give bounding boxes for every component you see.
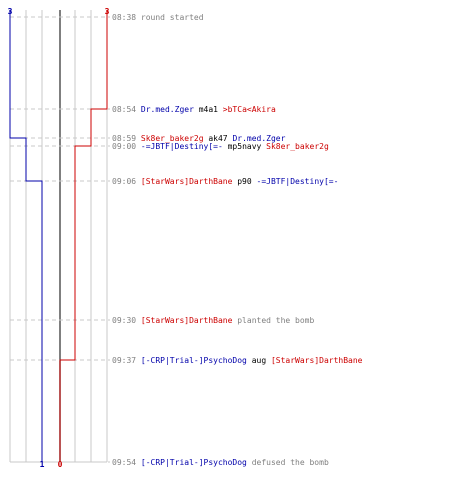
event-time: 08:59 xyxy=(112,134,141,143)
event-action: round started xyxy=(141,13,204,22)
event-weapon: aug xyxy=(247,356,271,365)
event-ct-player: Dr.med.Zger xyxy=(141,105,194,114)
event-row: 08:54 Dr.med.Zger m4a1 >bTCa<Akira xyxy=(112,105,276,114)
event-time: 09:06 xyxy=(112,177,141,186)
event-weapon: mp5navy xyxy=(223,142,266,151)
event-row: 08:59 Sk8er_baker2g ak47 Dr.med.Zger xyxy=(112,134,286,143)
event-time: 09:30 xyxy=(112,316,141,325)
event-t-player: >bTCa<Akira xyxy=(223,105,276,114)
ct-end-count: 1 xyxy=(40,460,45,469)
event-time: 09:54 xyxy=(112,458,141,467)
event-t-player: [StarWars]DarthBane xyxy=(141,177,233,186)
t-alive-line xyxy=(59,10,108,462)
event-row: 09:06 [StarWars]DarthBane p90 -=JBTF|Des… xyxy=(112,177,338,186)
ct-alive-line xyxy=(9,10,43,462)
event-action: planted the bomb xyxy=(232,316,314,325)
event-ct-player: [-CRP|Trial-]PsychoDog xyxy=(141,458,247,467)
t-end-count: 0 xyxy=(58,460,63,469)
event-log: 08:38 round started 08:54 Dr.med.Zger m4a… xyxy=(112,13,363,467)
event-row: 09:00 -=JBTF|Destiny[=- mp5navy Sk8er_ba… xyxy=(112,142,329,151)
event-t-player: Sk8er_baker2g xyxy=(266,142,329,151)
event-weapon: ak47 xyxy=(204,134,233,143)
event-action: defused the bomb xyxy=(247,458,329,467)
player-count-grid xyxy=(9,10,108,463)
event-ct-player: Dr.med.Zger xyxy=(232,134,285,143)
event-ct-player: [-CRP|Trial-]PsychoDog xyxy=(141,356,247,365)
event-row: 09:30 [StarWars]DarthBane planted the bo… xyxy=(112,316,314,325)
event-row: 08:38 round started xyxy=(112,13,204,22)
event-t-player: Sk8er_baker2g xyxy=(141,134,204,143)
ct-start-count: 3 xyxy=(8,7,13,16)
event-ct-player: -=JBTF|Destiny[=- xyxy=(257,177,339,186)
event-weapon: p90 xyxy=(232,177,256,186)
event-ct-player: -=JBTF|Destiny[=- xyxy=(141,142,223,151)
event-weapon: m4a1 xyxy=(194,105,223,114)
event-t-player: [StarWars]DarthBane xyxy=(141,316,233,325)
event-time: 08:54 xyxy=(112,105,141,114)
event-time: 09:37 xyxy=(112,356,141,365)
event-time: 08:38 xyxy=(112,13,141,22)
event-time: 09:00 xyxy=(112,142,141,151)
event-row: 09:54 [-CRP|Trial-]PsychoDog defused the… xyxy=(112,458,329,467)
event-t-player: [StarWars]DarthBane xyxy=(271,356,363,365)
t-start-count: 3 xyxy=(105,7,110,16)
event-row: 09:37 [-CRP|Trial-]PsychoDog aug [StarWa… xyxy=(112,356,363,365)
